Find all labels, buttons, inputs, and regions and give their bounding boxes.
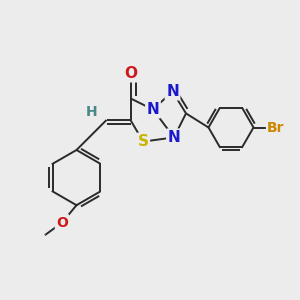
Text: methoxy: methoxy [41,234,47,235]
Text: N: N [166,84,179,99]
Text: methoxy: methoxy [37,236,43,237]
Text: O: O [124,66,137,81]
Text: N: N [168,130,180,145]
Text: S: S [138,134,148,149]
Text: O: O [56,216,68,230]
Text: N: N [147,102,159,117]
Text: H: H [86,106,97,119]
Text: Br: Br [267,121,285,134]
